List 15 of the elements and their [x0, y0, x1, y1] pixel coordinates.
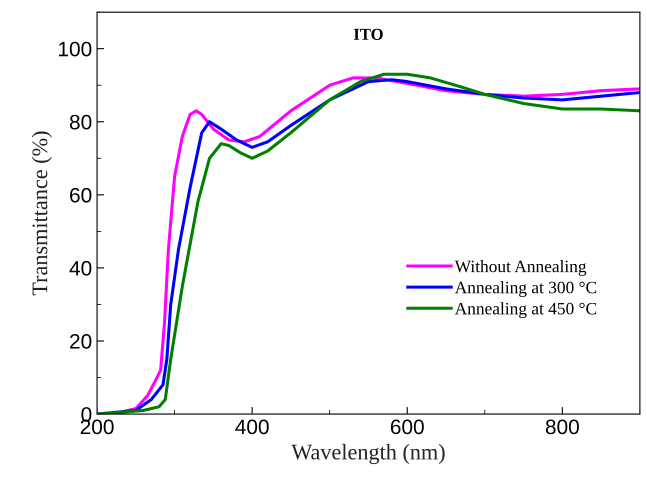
- y-tick-label: 40: [69, 260, 92, 276]
- text: ITO: [354, 28, 383, 40]
- x-tick-label: 200: [80, 419, 114, 434]
- y-tick-label: 80: [70, 114, 92, 130]
- y-axis-title: Transmittance (%): [32, 131, 52, 296]
- y-tick-label: 60: [70, 188, 92, 203]
- x-tick-label: 800: [546, 419, 579, 434]
- y-tick-label: 20: [70, 334, 92, 349]
- x-tick-label: 400: [235, 419, 269, 434]
- x-axis-title: Wavelength (nm): [291, 444, 445, 464]
- x-tick-label: 600: [390, 419, 424, 434]
- legend-label: Annealing at 300 °C: [454, 281, 596, 297]
- y-tick-label: 100: [59, 42, 92, 56]
- legend-label: Without Annealing: [454, 260, 586, 276]
- legend-label: Annealing at 450 °C: [454, 302, 596, 318]
